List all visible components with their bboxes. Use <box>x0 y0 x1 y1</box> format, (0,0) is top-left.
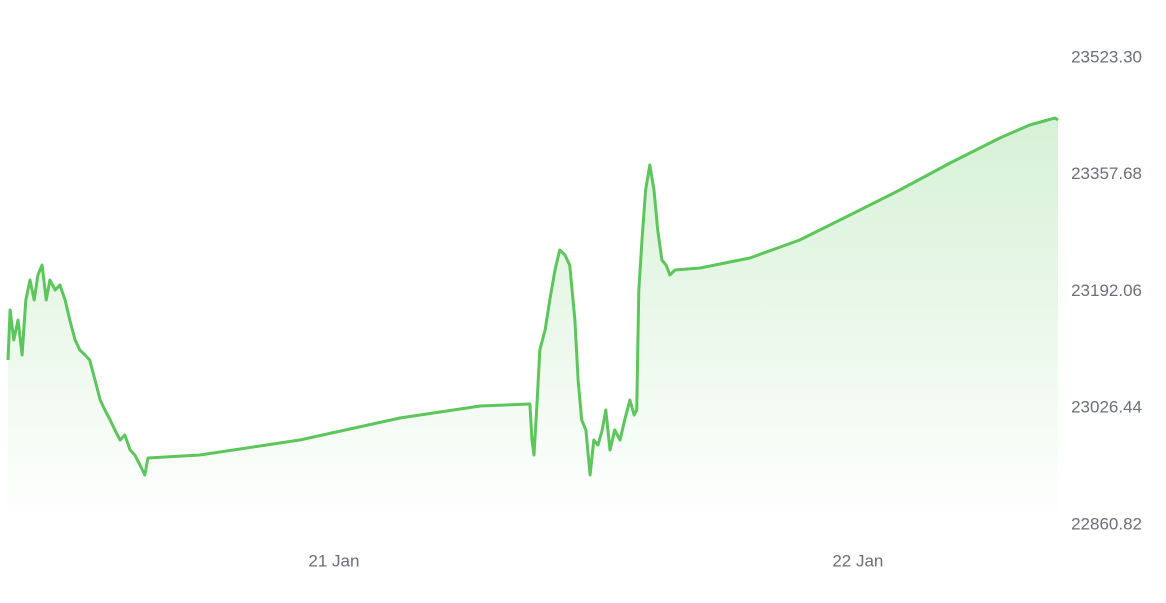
y-tick-label: 22860.82 <box>1071 514 1142 533</box>
area-fill <box>8 118 1058 525</box>
x-tick-label: 22 Jan <box>832 551 883 570</box>
price-line <box>6 116 1059 477</box>
x-tick-label: 21 Jan <box>308 551 359 570</box>
y-tick-label: 23357.68 <box>1071 164 1142 183</box>
y-tick-label: 23026.44 <box>1071 398 1142 417</box>
y-tick-label: 23192.06 <box>1071 281 1142 300</box>
y-tick-label: 23523.30 <box>1071 47 1142 66</box>
